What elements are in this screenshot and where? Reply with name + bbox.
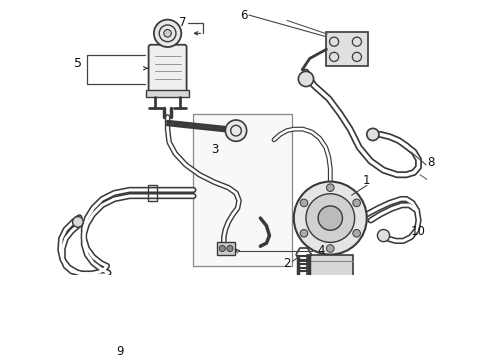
- Circle shape: [293, 181, 366, 255]
- Text: 9: 9: [116, 345, 123, 357]
- Circle shape: [326, 245, 333, 252]
- Bar: [217, 242, 235, 255]
- Text: 3: 3: [211, 143, 218, 156]
- Circle shape: [298, 71, 313, 86]
- Circle shape: [226, 246, 232, 252]
- Circle shape: [225, 120, 246, 141]
- Circle shape: [300, 229, 307, 237]
- Circle shape: [352, 229, 360, 237]
- Circle shape: [219, 246, 225, 252]
- Bar: [193, 114, 292, 266]
- Text: 7: 7: [179, 16, 186, 29]
- Bar: [147, 185, 157, 201]
- Text: 1: 1: [362, 174, 370, 186]
- Circle shape: [326, 184, 333, 192]
- Circle shape: [352, 199, 360, 207]
- Circle shape: [163, 30, 171, 37]
- FancyBboxPatch shape: [148, 45, 186, 93]
- Circle shape: [318, 206, 342, 230]
- Circle shape: [377, 229, 389, 242]
- Text: 8: 8: [427, 156, 434, 169]
- Circle shape: [72, 217, 83, 227]
- Bar: [307, 255, 352, 276]
- Text: 10: 10: [410, 225, 425, 238]
- Text: 2: 2: [283, 257, 290, 270]
- Circle shape: [366, 129, 378, 140]
- Circle shape: [300, 199, 307, 207]
- Circle shape: [154, 20, 181, 47]
- Circle shape: [305, 194, 354, 242]
- Text: 5: 5: [74, 57, 81, 70]
- Text: 4: 4: [317, 244, 324, 257]
- Bar: [146, 90, 188, 97]
- Text: 6: 6: [240, 9, 247, 22]
- Bar: [326, 32, 367, 66]
